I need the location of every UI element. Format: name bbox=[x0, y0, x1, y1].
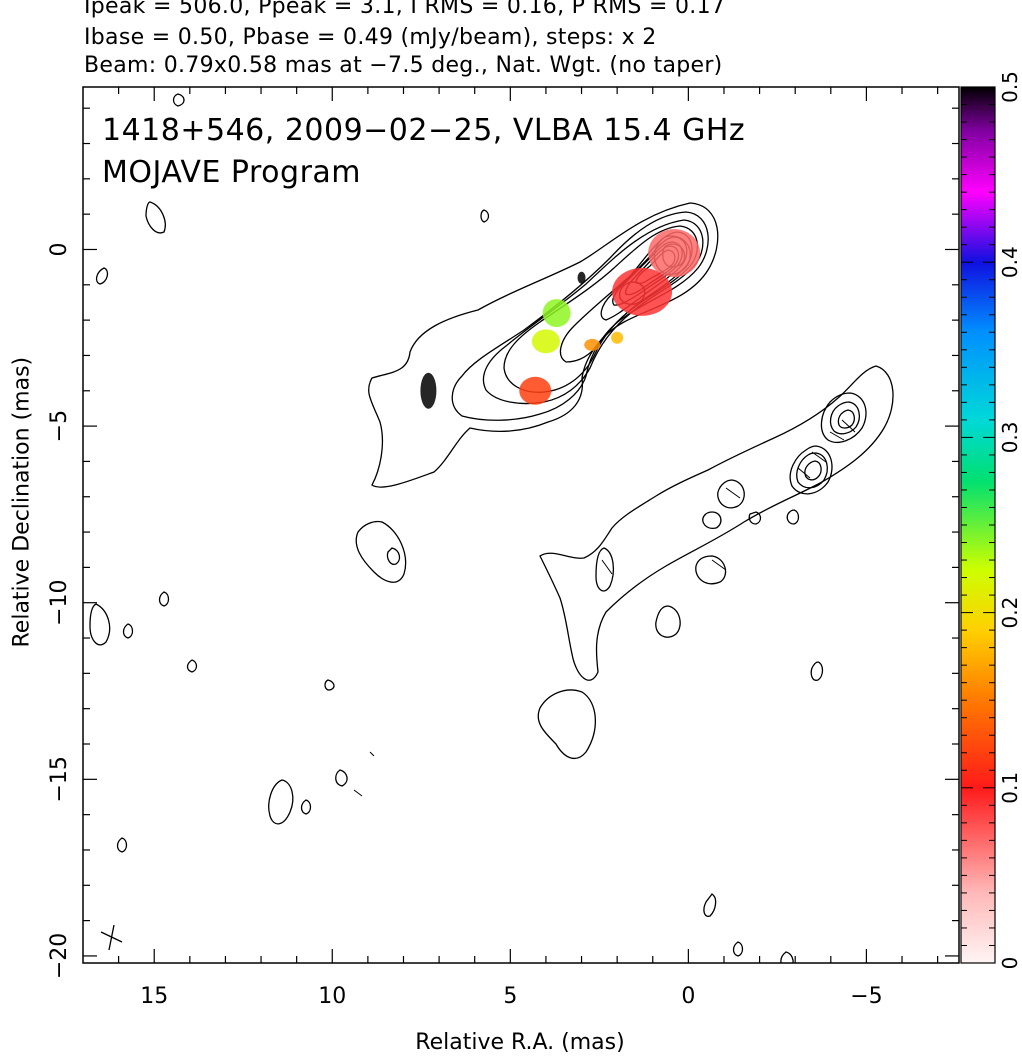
pol-vector bbox=[811, 451, 827, 463]
polarization-layer bbox=[420, 229, 701, 409]
polarization-patch bbox=[420, 372, 437, 409]
pol-vector bbox=[829, 431, 845, 441]
diffuse-contour bbox=[386, 547, 401, 565]
polarization-patch bbox=[577, 271, 586, 284]
colorbar-tick-label: 0.4 bbox=[998, 246, 1022, 278]
secondary-contour bbox=[537, 689, 597, 760]
diffuse-contour bbox=[172, 93, 185, 107]
x-tick-label: 10 bbox=[318, 984, 346, 1009]
diffuse-contour bbox=[324, 679, 335, 691]
secondary-contour bbox=[539, 365, 894, 681]
contour-layer bbox=[89, 93, 894, 963]
header-line-1: Ipeak = 506.0, Ppeak = 3.1, I RMS = 0.16… bbox=[84, 0, 726, 19]
pol-vector bbox=[841, 419, 856, 433]
diffuse-contour bbox=[145, 201, 166, 234]
colorbar-tick-label: 0.5 bbox=[998, 71, 1022, 103]
diffuse-contour bbox=[158, 591, 170, 607]
diffuse-contour bbox=[116, 837, 128, 853]
colorbar-tick-label: 0 bbox=[998, 957, 1022, 970]
diffuse-contour bbox=[703, 893, 717, 917]
diffuse-contour bbox=[355, 520, 407, 583]
source-annotation: 1418+546, 2009−02−25, VLBA 15.4 GHz bbox=[102, 113, 746, 148]
y-tick-label: −10 bbox=[47, 579, 72, 625]
diffuse-contour bbox=[732, 941, 744, 957]
axis-ticks bbox=[83, 87, 959, 963]
y-tick-label: −15 bbox=[47, 756, 72, 802]
diffuse-contour bbox=[335, 769, 348, 787]
polarization-patch bbox=[611, 331, 624, 344]
colorbar-tick-label: 0.2 bbox=[998, 597, 1022, 629]
jet-contour bbox=[368, 202, 719, 488]
polarization-patch bbox=[542, 299, 571, 328]
pol-vector bbox=[797, 467, 811, 479]
secondary-contour bbox=[829, 401, 860, 435]
x-tick-label: −5 bbox=[850, 984, 882, 1009]
diffuse-contour bbox=[300, 799, 312, 815]
diffuse-contour bbox=[480, 209, 490, 223]
colorbar-tick-label: 0.1 bbox=[998, 772, 1022, 804]
secondary-contour bbox=[717, 479, 745, 509]
y-axis-label: Relative Declination (mas) bbox=[9, 356, 35, 648]
pol-vector bbox=[725, 487, 741, 499]
plot-frame bbox=[82, 86, 960, 964]
pol-vector bbox=[711, 559, 727, 571]
noise-contours bbox=[353, 419, 856, 797]
pol-vector bbox=[601, 559, 613, 575]
secondary-contour bbox=[695, 555, 727, 585]
pol-vector bbox=[353, 789, 363, 797]
y-tick-label: 0 bbox=[47, 242, 72, 256]
pol-vector bbox=[369, 751, 375, 757]
header-line-2: Ibase = 0.50, Pbase = 0.49 (mJy/beam), s… bbox=[84, 25, 657, 50]
secondary-contour bbox=[804, 460, 822, 481]
beam-marker bbox=[100, 924, 123, 951]
secondary-contour bbox=[837, 409, 855, 429]
polarization-patch bbox=[612, 267, 673, 316]
diffuse-contour bbox=[89, 603, 111, 646]
axis-tick-labels: 15 10 5 0 −5 0 −5 −10 −15 −20 bbox=[47, 242, 883, 1009]
secondary-contour bbox=[702, 511, 722, 529]
x-tick-label: 0 bbox=[681, 984, 695, 1009]
secondary-contour bbox=[595, 547, 615, 592]
polarization-patch bbox=[519, 376, 552, 405]
x-axis-label: Relative R.A. (mas) bbox=[415, 1030, 625, 1055]
header-line-3: Beam: 0.79x0.58 mas at −7.5 deg., Nat. W… bbox=[84, 53, 723, 78]
diffuse-contour bbox=[95, 267, 109, 285]
polarization-patch bbox=[531, 329, 560, 354]
secondary-contour bbox=[748, 511, 762, 525]
diffuse-contour bbox=[268, 779, 294, 825]
y-tick-label: −20 bbox=[47, 933, 72, 979]
secondary-contour bbox=[796, 452, 828, 489]
x-tick-label: 5 bbox=[503, 984, 517, 1009]
secondary-contour bbox=[820, 392, 867, 443]
y-tick-label: −5 bbox=[47, 410, 72, 442]
colorbar-ticks: 0 0.1 0.2 0.3 0.4 0.5 bbox=[961, 71, 1022, 969]
polarization-patch bbox=[648, 229, 701, 278]
diffuse-contour bbox=[780, 951, 794, 963]
polarization-patch bbox=[584, 338, 601, 351]
diffuse-contour bbox=[122, 623, 134, 639]
secondary-contour bbox=[810, 661, 824, 681]
secondary-contour bbox=[655, 605, 681, 638]
diffuse-contour bbox=[186, 659, 198, 673]
program-annotation: MOJAVE Program bbox=[102, 155, 362, 190]
secondary-contour bbox=[789, 445, 833, 495]
x-tick-label: 15 bbox=[140, 984, 168, 1009]
colorbar-tick-label: 0.3 bbox=[998, 421, 1022, 453]
secondary-contour bbox=[786, 509, 800, 525]
